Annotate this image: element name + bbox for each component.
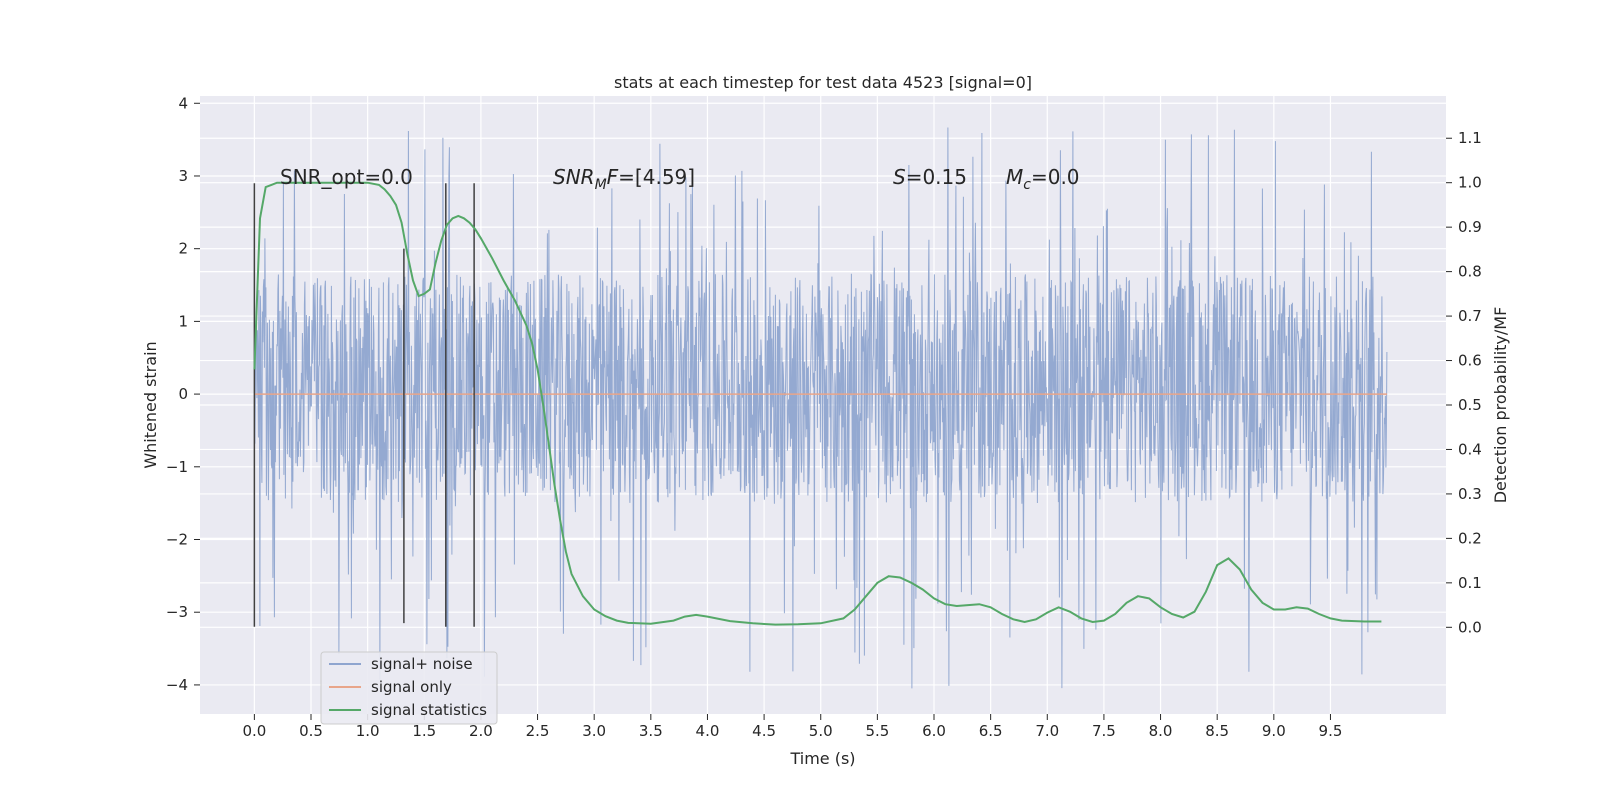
y-axis-ticks: −4 −3 −2 −1 0 1 2 3 4	[166, 94, 200, 694]
y2-tick-label-2: 0.2	[1458, 529, 1482, 547]
x-tick-label-17: 8.5	[1205, 722, 1229, 740]
y-tick-label-4: 0	[178, 385, 188, 403]
y-axis-label: Whitened strain	[141, 341, 160, 468]
y2-tick-label-7: 0.7	[1458, 307, 1482, 325]
legend-label-signal-statistics: signal statistics	[371, 701, 487, 719]
legend-box	[320, 651, 498, 725]
x-tick-label-4: 2.0	[469, 722, 493, 740]
y-tick-label-1: −3	[166, 603, 188, 621]
y-tick-label-8: 4	[178, 94, 188, 112]
x-tick-label-1: 0.5	[299, 722, 323, 740]
series-signal-plus-noise	[253, 127, 1388, 689]
y2-tick-label-9: 0.9	[1458, 218, 1482, 236]
y2-tick-label-8: 0.8	[1458, 263, 1482, 281]
vertical-markers	[253, 183, 475, 627]
annotation-mc: Mc=0.0	[1006, 165, 1080, 193]
y-tick-label-0: −4	[166, 676, 188, 694]
y-tick-label-5: 1	[178, 312, 188, 330]
x-tick-label-0: 0.0	[242, 722, 266, 740]
chart-title: stats at each timestep for test data 452…	[614, 73, 1032, 92]
annotation-snr-mf-value: =[4.59]	[618, 165, 695, 189]
x-tick-label-5: 2.5	[526, 722, 550, 740]
legend-label-signal-only: signal only	[371, 678, 452, 696]
y2-tick-label-1: 0.1	[1458, 574, 1482, 592]
x-tick-label-8: 4.0	[696, 722, 720, 740]
x-tick-label-18: 9.0	[1262, 722, 1286, 740]
y-tick-label-7: 3	[178, 167, 188, 185]
legend: signal+ noise signal only signal statist…	[320, 651, 498, 725]
x-tick-label-7: 3.5	[639, 722, 663, 740]
annotation-snr-mf: SNRMF=[4.59]	[553, 165, 695, 193]
y2-tick-label-6: 0.6	[1458, 352, 1482, 370]
x-tick-label-9: 4.5	[752, 722, 776, 740]
x-tick-label-11: 5.5	[865, 722, 889, 740]
x-tick-label-3: 1.5	[412, 722, 436, 740]
x-axis-label: Time (s)	[789, 749, 855, 768]
x-tick-label-12: 6.0	[922, 722, 946, 740]
y-tick-label-2: −2	[166, 531, 188, 549]
y2-axis-ticks: 0.0 0.1 0.2 0.3 0.4 0.5 0.6 0.7 0.8 0.9 1.0 1.1	[1446, 129, 1482, 636]
x-tick-label-19: 9.5	[1319, 722, 1343, 740]
y-tick-label-6: 2	[178, 240, 188, 258]
y-tick-label-3: −1	[166, 458, 188, 476]
x-axis-ticks: 0.0 0.5 1.0 1.5 2.0 2.5 3.0 3.5 4.0 4.5 5.0 5.5 6.0 6…	[242, 714, 1342, 740]
x-tick-label-15: 7.5	[1092, 722, 1116, 740]
y2-tick-label-5: 0.5	[1458, 396, 1482, 414]
x-tick-label-14: 7.0	[1035, 722, 1059, 740]
annotation-s: S=0.15	[893, 165, 967, 189]
legend-label-signal-plus-noise: signal+ noise	[371, 655, 473, 673]
y2-tick-label-11: 1.1	[1458, 129, 1482, 147]
x-tick-label-6: 3.0	[582, 722, 606, 740]
y2-tick-label-10: 1.0	[1458, 174, 1482, 192]
series-signal-statistics	[253, 181, 1382, 626]
x-tick-label-13: 6.5	[979, 722, 1003, 740]
y2-tick-label-3: 0.3	[1458, 485, 1482, 503]
y2-axis-label: Detection probability/MF	[1491, 307, 1510, 504]
annotation-snr-opt: SNR_opt=0.0	[280, 165, 413, 189]
y2-tick-label-0: 0.0	[1458, 618, 1482, 636]
y2-tick-label-4: 0.4	[1458, 440, 1482, 458]
x-tick-label-16: 8.0	[1149, 722, 1173, 740]
x-tick-label-2: 1.0	[356, 722, 380, 740]
x-tick-label-10: 5.0	[809, 722, 833, 740]
